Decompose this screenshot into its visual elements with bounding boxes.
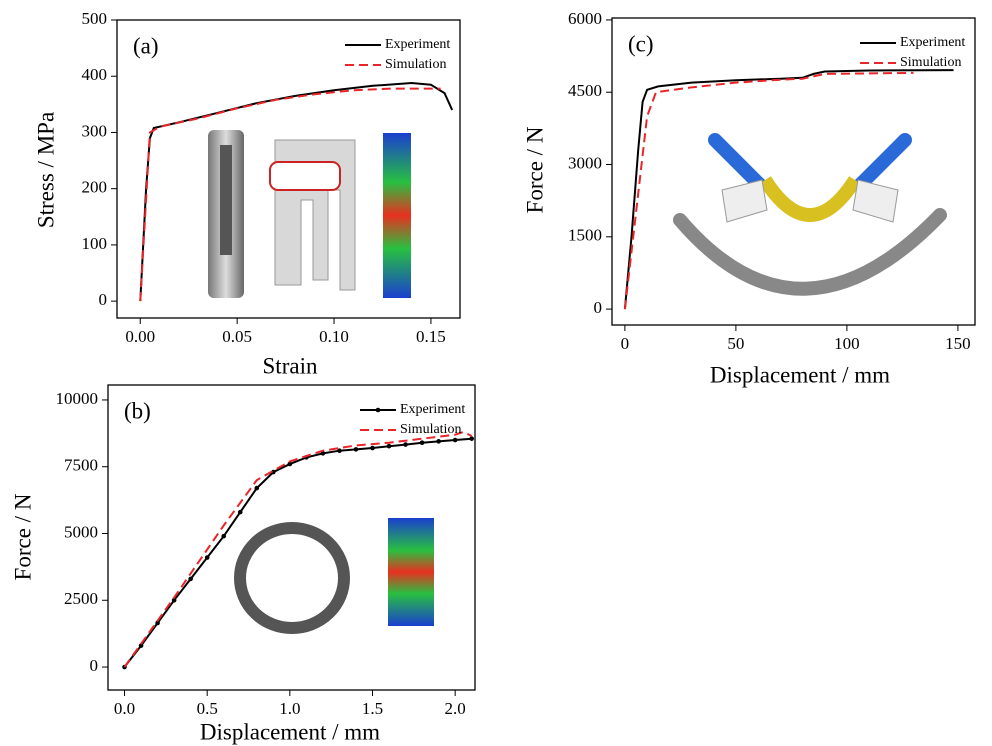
y-tick-label: 1500	[568, 226, 602, 245]
data-point	[287, 461, 293, 467]
legend-marker	[375, 407, 381, 413]
data-point	[436, 439, 441, 444]
x-tick-label: 0.10	[319, 327, 349, 346]
data-point	[138, 643, 144, 648]
data-point	[419, 440, 425, 445]
y-tick-label: 6000	[568, 9, 602, 28]
plot-frame	[611, 17, 976, 326]
data-point	[469, 436, 474, 441]
specimen-tag	[269, 161, 341, 191]
data-point	[254, 485, 260, 491]
data-point	[155, 620, 160, 626]
data-point	[337, 448, 342, 454]
data-point	[237, 509, 243, 515]
y-tick-label: 4500	[568, 81, 602, 100]
series-line	[623, 69, 954, 310]
legend-label: Simulation	[400, 422, 461, 437]
ring-photo	[234, 522, 350, 634]
legend-label: Simulation	[900, 55, 961, 70]
plot-frame	[107, 384, 476, 691]
x-tick-label: 0.05	[222, 327, 252, 346]
y-tick-label: 300	[82, 121, 108, 140]
chart: 0.00 0.05 0.10 0.15 0 100 200 300 400 500 (a) Strai…	[33, 9, 461, 378]
x-tick-label: 1.5	[362, 699, 383, 718]
y-tick-label: 500	[82, 9, 108, 28]
data-point	[386, 443, 392, 449]
data-point	[171, 597, 177, 603]
panel-label: (c)	[628, 31, 654, 56]
x-tick-label: 0.5	[197, 699, 218, 718]
data-point	[204, 555, 210, 560]
x-axis-label: Displacement / mm	[710, 362, 890, 387]
illustrations	[208, 130, 947, 634]
y-tick-label: 3000	[568, 153, 602, 172]
x-axis-label: Strain	[263, 353, 318, 378]
fem-arm-left	[708, 133, 767, 192]
chart: 0.0 0.5 1.0 1.5 2.0 0 2500 5000 7500 10000 (b) Disp…	[10, 384, 476, 744]
y-tick-label: 2500	[64, 589, 98, 608]
legend-label: Experiment	[900, 35, 965, 50]
chart: 0 50 100 15001500300045006000(c)Displacemen…	[522, 9, 976, 387]
x-tick-label: 150	[945, 334, 971, 353]
data-point	[188, 576, 193, 582]
series-line	[123, 430, 473, 668]
y-tick-label: 7500	[64, 456, 98, 475]
x-tick-label: 0.0	[114, 699, 135, 718]
fem-ring	[388, 518, 434, 626]
x-tick-label: 1.0	[279, 699, 300, 718]
fem-clamps	[721, 179, 899, 223]
x-tick-label: 0.00	[125, 327, 155, 346]
x-tick-label: 0.15	[416, 327, 446, 346]
y-tick-label: 0	[594, 298, 603, 317]
x-tick-label: 2.0	[445, 699, 466, 718]
y-axis-label: Force / N	[10, 493, 35, 580]
plot-frame	[116, 19, 461, 319]
panel-label: (a)	[133, 33, 159, 58]
panel-label: (b)	[124, 398, 151, 423]
fem-bend	[759, 176, 861, 222]
y-tick-label: 0	[99, 290, 108, 309]
data-point	[370, 445, 375, 451]
series-line	[123, 437, 472, 668]
legend-label: Experiment	[400, 402, 465, 417]
x-tick-label: 50	[727, 334, 744, 353]
data-point	[353, 447, 359, 452]
y-tick-label: 0	[90, 656, 99, 675]
x-tick-label: 100	[834, 334, 860, 353]
y-axis-label: Force / N	[522, 126, 547, 213]
data-point	[221, 533, 227, 539]
legend-label: Simulation	[385, 57, 446, 72]
fem-specimen	[383, 133, 411, 298]
y-tick-label: 100	[82, 234, 108, 253]
y-tick-label: 200	[82, 178, 108, 197]
data-point	[403, 442, 408, 447]
series-line	[139, 87, 441, 302]
y-axis-label: Stress / MPa	[33, 112, 58, 228]
legend-label: Experiment	[385, 37, 450, 52]
fem-arm-right	[853, 133, 912, 192]
data-point	[320, 451, 326, 456]
specimen-slot	[220, 145, 232, 255]
y-tick-label: 5000	[64, 522, 98, 541]
y-tick-label: 10000	[56, 389, 99, 408]
series-line	[623, 71, 914, 310]
x-axis-label: Displacement / mm	[200, 719, 380, 744]
data-point	[452, 437, 458, 443]
y-tick-label: 400	[82, 65, 108, 84]
bent-tube	[673, 208, 947, 296]
x-tick-label: 0	[621, 334, 630, 353]
